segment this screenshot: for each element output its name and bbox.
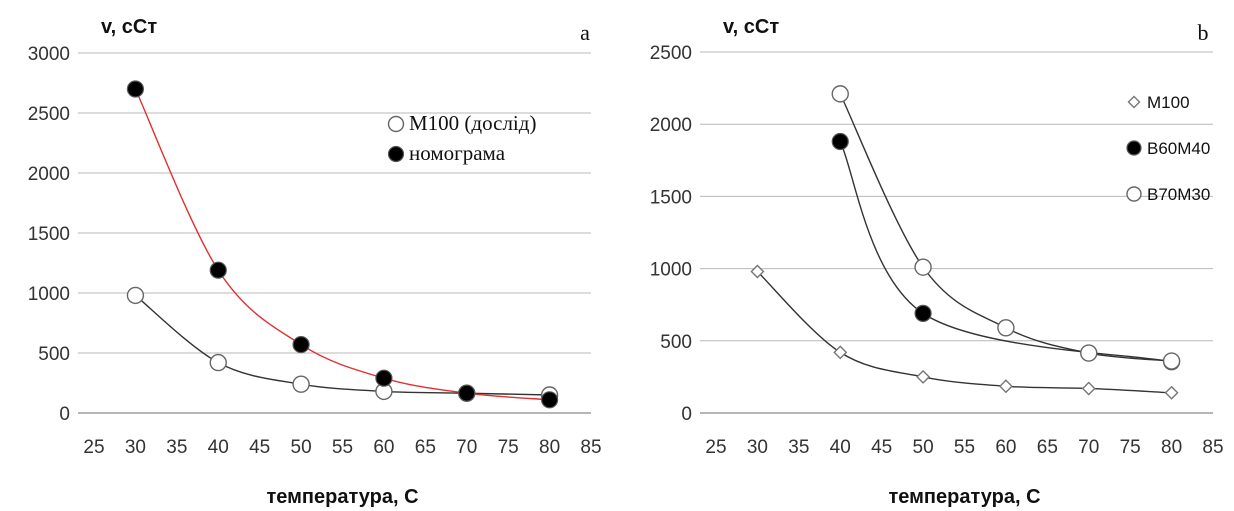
y-axis-label: v, сСт xyxy=(723,16,779,38)
x-tick-label: 55 xyxy=(954,437,975,458)
chart-a: 0 500 1000 1500 2000 2500 3000 25 30 35 40 45 50 55 60… xyxy=(28,16,602,508)
y-tick-label: 2000 xyxy=(28,164,70,185)
panel-label: a xyxy=(580,20,590,45)
x-tick-label: 30 xyxy=(747,437,768,458)
data-point xyxy=(1164,385,1179,400)
x-axis-label: температура, С xyxy=(266,486,418,508)
y-tick-label: 2000 xyxy=(650,115,692,136)
x-tick-label: 65 xyxy=(415,437,436,458)
y-tick-label: 500 xyxy=(38,344,70,365)
x-tick-label: 75 xyxy=(498,437,519,458)
legend-marker xyxy=(387,145,405,163)
x-tick-label: 45 xyxy=(871,437,892,458)
legend-label: M100 xyxy=(1147,93,1190,112)
x-tick-label: 25 xyxy=(705,437,726,458)
data-point xyxy=(750,264,765,279)
legend: M100 (дослід) номограма xyxy=(387,111,536,165)
data-point xyxy=(914,304,932,322)
y-tick-label: 0 xyxy=(59,404,70,425)
y-tick-label: 1000 xyxy=(28,284,70,305)
data-point xyxy=(126,286,145,305)
y-tick-label: 3000 xyxy=(28,44,70,65)
series-2 xyxy=(831,85,1181,370)
data-point xyxy=(1081,381,1096,396)
x-tick-label: 30 xyxy=(125,437,146,458)
legend-marker xyxy=(1126,140,1142,156)
x-tick-label: 55 xyxy=(332,437,353,458)
x-tick-label: 75 xyxy=(1120,437,1141,458)
data-point xyxy=(209,353,227,372)
x-tick-label: 35 xyxy=(166,437,187,458)
data-point xyxy=(126,80,145,98)
x-tick-label: 80 xyxy=(1161,437,1182,458)
y-tick-label: 0 xyxy=(681,404,692,425)
trend-line-0 xyxy=(134,294,550,396)
series-0 xyxy=(750,264,1179,400)
x-tick-label: 65 xyxy=(1037,437,1058,458)
data-point xyxy=(292,336,310,354)
x-tick-label: 50 xyxy=(913,437,934,458)
x-tick-label: 45 xyxy=(249,437,270,458)
data-point xyxy=(540,391,559,409)
y-tick-label: 2500 xyxy=(28,104,70,125)
x-tick-label: 35 xyxy=(788,437,809,458)
x-tick-label: 80 xyxy=(539,437,560,458)
data-point xyxy=(997,319,1015,337)
y-axis-label: v, сСт xyxy=(101,16,157,38)
x-tick-label: 60 xyxy=(373,437,394,458)
x-tick-label: 50 xyxy=(291,437,312,458)
legend-label: M100 (дослід) xyxy=(409,111,536,135)
x-tick-label: 70 xyxy=(456,437,477,458)
legend-marker xyxy=(387,115,405,133)
y-tick-label: 1000 xyxy=(650,260,692,281)
data-point xyxy=(375,369,393,387)
data-point xyxy=(831,132,849,151)
legend-marker xyxy=(1127,95,1141,109)
x-axis-label: температура, С xyxy=(888,486,1040,508)
data-point xyxy=(998,379,1013,394)
legend-marker xyxy=(1126,186,1142,202)
data-point xyxy=(1080,344,1098,362)
y-tick-label: 1500 xyxy=(28,224,70,245)
data-point xyxy=(916,369,931,384)
x-tick-label: 25 xyxy=(83,437,104,458)
data-point xyxy=(209,261,227,279)
y-tick-label: 500 xyxy=(660,332,692,353)
trend-line-0 xyxy=(756,270,1172,394)
data-point xyxy=(1162,352,1181,370)
x-tick-label: 85 xyxy=(1202,437,1223,458)
legend-label: B60M40 xyxy=(1147,139,1210,158)
x-tick-label: 40 xyxy=(208,437,229,458)
data-point xyxy=(914,258,932,276)
data-point xyxy=(458,384,476,402)
panel-label: b xyxy=(1198,20,1209,45)
data-point xyxy=(831,85,849,103)
chart-b: 0 500 1000 1500 2000 2500 25 30 35 40 45 50 55 60 65 70… xyxy=(650,16,1224,508)
legend-label: номограма xyxy=(409,141,506,165)
series-1 xyxy=(126,80,559,409)
y-tick-label: 1500 xyxy=(650,187,692,208)
legend-label: B70M30 xyxy=(1147,185,1210,204)
y-tick-label: 2500 xyxy=(650,43,692,64)
data-point xyxy=(292,375,310,393)
legend: M100 B60M40 B70M30 xyxy=(1126,93,1210,204)
x-tick-label: 85 xyxy=(580,437,601,458)
trend-line-2 xyxy=(839,93,1172,362)
x-tick-label: 70 xyxy=(1078,437,1099,458)
x-tick-label: 40 xyxy=(830,437,851,458)
x-tick-label: 60 xyxy=(995,437,1016,458)
data-point xyxy=(833,345,848,360)
